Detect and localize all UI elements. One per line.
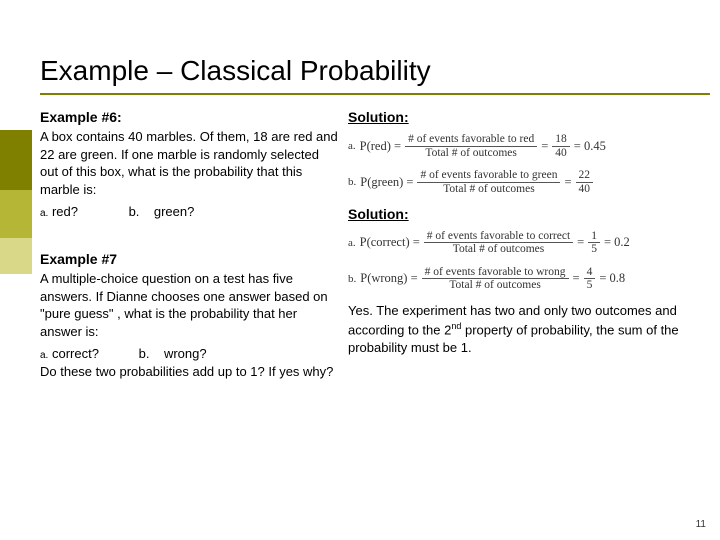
solution-1-label: Solution: — [348, 109, 698, 125]
solution-2-block: Solution: a. P(correct) = # of events fa… — [348, 206, 698, 357]
eq-lead: a. — [348, 237, 356, 249]
example-6-body: A box contains 40 marbles. Of them, 18 a… — [40, 128, 340, 198]
solution-1a-equation: a. P(red) = # of events favorable to red… — [348, 133, 698, 159]
example-7-followup: Do these two probabilities add up to 1? … — [40, 363, 340, 381]
fraction: 1 5 — [588, 230, 600, 256]
opt-b-label-7: b. — [139, 346, 150, 361]
accent-block-3 — [0, 238, 32, 274]
example-6-options: a. red? b. green? — [40, 204, 340, 219]
fraction: 18 40 — [552, 133, 570, 159]
eq-lead: b. — [348, 176, 356, 188]
left-column: Example #6: A box contains 40 marbles. O… — [40, 109, 340, 387]
opt-b-label: b. — [129, 204, 140, 219]
accent-block-1 — [0, 130, 32, 190]
opt-a-label-7: a. — [40, 350, 48, 361]
two-column-layout: Example #6: A box contains 40 marbles. O… — [40, 109, 710, 387]
slide-title: Example – Classical Probability — [40, 55, 710, 95]
eq-result: = 0.8 — [599, 271, 625, 286]
eq-result: = 0.45 — [574, 139, 606, 154]
eq-lead: a. — [348, 140, 356, 152]
example-7-options: a. correct? b. wrong? — [40, 346, 340, 361]
eq-lhs: P(wrong) = — [360, 271, 417, 286]
example-7-label: Example #7 — [40, 251, 340, 267]
example-6-label: Example #6: — [40, 109, 340, 125]
fraction: # of events favorable to correct Total #… — [424, 230, 573, 256]
eq-lhs: P(red) = — [360, 139, 401, 154]
opt-a-label: a. — [40, 208, 48, 219]
page-number: 11 — [696, 519, 706, 530]
right-column: Solution: a. P(red) = # of events favora… — [348, 109, 698, 387]
fraction: 4 5 — [584, 266, 596, 292]
opt-a-text-7: correct? — [52, 346, 99, 361]
solution-2a-equation: a. P(correct) = # of events favorable to… — [348, 230, 698, 256]
solution-2-label: Solution: — [348, 206, 698, 222]
opt-a-text: red? — [52, 204, 78, 219]
solution-2b-equation: b. P(wrong) = # of events favorable to w… — [348, 266, 698, 292]
eq-result: = 0.2 — [604, 235, 630, 250]
accent-sidebar — [0, 130, 32, 290]
opt-b-text-7: wrong? — [164, 346, 207, 361]
slide-content: Example – Classical Probability Example … — [40, 55, 710, 387]
example-7-body: A multiple-choice question on a test has… — [40, 270, 340, 340]
fraction: # of events favorable to wrong Total # o… — [422, 266, 569, 292]
eq-lead: b. — [348, 273, 356, 285]
opt-b-text: green? — [154, 204, 194, 219]
fraction: 22 40 — [576, 169, 594, 195]
eq-lhs: P(green) = — [360, 175, 413, 190]
solution-2-explanation: Yes. The experiment has two and only two… — [348, 302, 698, 356]
fraction: # of events favorable to red Total # of … — [405, 133, 537, 159]
solution-1b-equation: b. P(green) = # of events favorable to g… — [348, 169, 698, 195]
eq-lhs: P(correct) = — [360, 235, 420, 250]
accent-block-2 — [0, 190, 32, 238]
fraction: # of events favorable to green Total # o… — [417, 169, 560, 195]
